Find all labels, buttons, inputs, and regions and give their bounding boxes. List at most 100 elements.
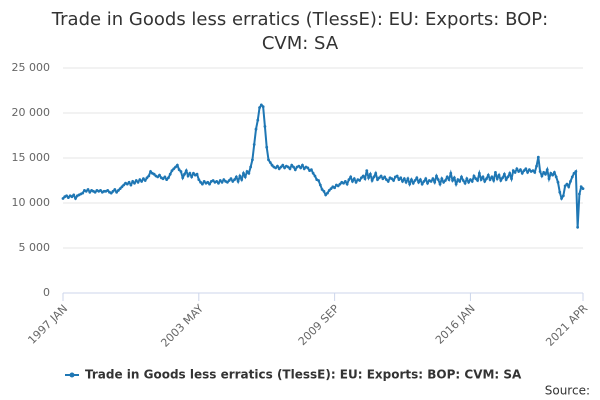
point <box>106 189 110 192</box>
point <box>377 176 381 180</box>
point <box>309 168 313 172</box>
point <box>115 190 119 194</box>
point <box>156 175 160 179</box>
point <box>288 167 292 171</box>
point <box>333 186 337 190</box>
point <box>311 171 315 175</box>
point <box>497 173 501 177</box>
y-tick-label: 20 000 <box>12 106 51 119</box>
point <box>458 180 462 183</box>
point <box>261 105 265 109</box>
point <box>567 185 571 189</box>
point <box>197 178 201 182</box>
point <box>399 176 403 180</box>
point <box>383 175 387 179</box>
point <box>553 171 556 174</box>
point <box>486 173 490 177</box>
point <box>324 193 328 197</box>
point <box>569 180 572 183</box>
point <box>118 187 122 191</box>
point <box>402 177 406 181</box>
point <box>174 165 177 169</box>
point <box>502 172 506 176</box>
point <box>404 180 408 184</box>
point <box>88 190 92 194</box>
point <box>578 192 581 196</box>
point <box>545 168 549 172</box>
point <box>520 171 524 175</box>
point <box>515 167 519 171</box>
point <box>476 179 479 182</box>
point <box>163 175 167 179</box>
point <box>347 178 351 182</box>
point <box>519 168 522 172</box>
point <box>116 189 120 192</box>
legend-label: Trade in Goods less erratics (TlessE): E… <box>85 368 522 382</box>
point <box>242 171 245 175</box>
point <box>131 180 135 183</box>
point <box>109 191 113 195</box>
point <box>570 175 574 179</box>
point <box>390 177 394 181</box>
point <box>306 166 310 170</box>
x-tick-label: 2021 APR <box>543 302 590 349</box>
point <box>183 172 186 176</box>
point <box>292 165 295 169</box>
point <box>581 187 585 191</box>
point <box>122 183 126 187</box>
point <box>65 194 68 198</box>
point <box>93 190 97 194</box>
point <box>554 175 558 179</box>
point <box>313 174 317 178</box>
point <box>143 179 147 182</box>
point <box>200 182 204 186</box>
point <box>181 176 185 180</box>
y-tick-label: 0 <box>43 286 50 299</box>
chart-title: Trade in Goods less erratics (TlessE): E… <box>51 9 549 54</box>
point <box>481 175 485 179</box>
point <box>368 172 372 176</box>
point <box>494 171 497 174</box>
point <box>447 178 451 182</box>
point <box>540 174 544 178</box>
point <box>290 163 294 167</box>
point <box>401 180 404 183</box>
point <box>206 180 210 184</box>
point <box>149 170 152 173</box>
point <box>469 178 472 182</box>
point <box>233 178 236 182</box>
point <box>435 174 438 178</box>
point <box>326 191 329 195</box>
point <box>134 179 138 182</box>
point <box>192 171 195 175</box>
point <box>365 169 369 173</box>
point <box>342 181 345 185</box>
point <box>433 180 437 184</box>
point <box>408 182 412 186</box>
point <box>424 177 428 181</box>
point <box>129 183 133 187</box>
point <box>370 179 374 182</box>
point <box>415 176 419 180</box>
point <box>293 168 297 172</box>
x-tick-label: 2009 SEP <box>296 302 342 348</box>
point <box>385 178 388 182</box>
point <box>152 172 156 176</box>
point <box>506 175 510 179</box>
point <box>531 169 535 173</box>
point <box>301 163 304 167</box>
point <box>360 176 363 180</box>
point <box>542 171 546 174</box>
point <box>99 189 102 192</box>
point <box>418 178 422 182</box>
point <box>299 166 303 170</box>
point <box>422 180 426 183</box>
point <box>517 170 521 173</box>
point <box>138 178 142 182</box>
point <box>444 179 447 182</box>
point <box>467 180 471 184</box>
point <box>499 179 503 182</box>
y-tick-label: 15 000 <box>12 151 51 164</box>
